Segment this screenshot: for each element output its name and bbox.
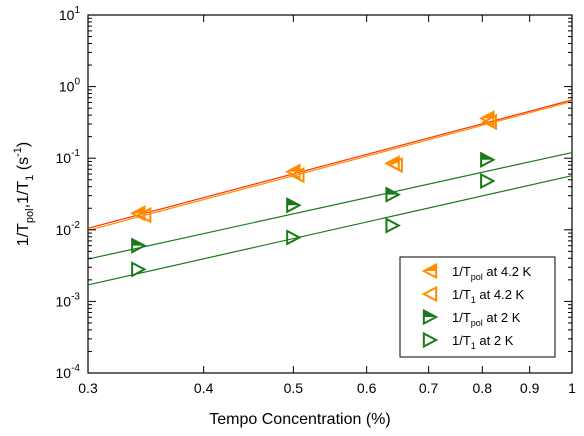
legend-label: 1/Tpol​ at 2 K <box>452 310 521 328</box>
data-point <box>135 207 152 224</box>
y-tick-label: 10-1 <box>56 148 81 166</box>
legend-label-part: at 2 K <box>483 310 521 325</box>
y-axis-title-subscript: 1 <box>24 175 36 181</box>
data-point <box>131 237 147 254</box>
y-tick-exponent: 0 <box>74 77 80 88</box>
data-point <box>387 156 403 174</box>
x-tick-label: 0.6 <box>357 380 377 396</box>
fit-line <box>87 99 573 229</box>
fit-line <box>87 175 573 286</box>
y-axis-title-part: ,1/T <box>15 181 32 209</box>
y-axis-title-part: ) <box>15 142 32 147</box>
x-tick-label: 1 <box>568 380 576 396</box>
y-tick-exponent: -4 <box>71 363 80 374</box>
legend-marker <box>422 331 439 349</box>
data-point <box>481 113 497 131</box>
axis-labels: 0.3 0.4 0.5 0.6 0.7 0.8 0.9 110-410-310-210-110… <box>12 5 576 428</box>
y-axis-title-part: (s <box>15 157 32 175</box>
x-tick-label: 0.3 <box>78 380 98 396</box>
legend-label-subscript: 1 <box>471 295 476 305</box>
y-tick-exponent: 1 <box>74 5 80 16</box>
legend: 1/Tpol​ at 4.2 K 1/T1​ at 4.2 K 1/Tpol​ at… <box>399 256 556 358</box>
x-tick-label: 0.8 <box>473 380 493 396</box>
x-tick-label: 0.7 <box>419 380 439 396</box>
data-point <box>480 172 496 190</box>
legend-label: 1/Tpol​ at 4.2 K <box>452 264 532 282</box>
x-tick-label: 0.5 <box>284 380 304 396</box>
data-point <box>385 186 401 203</box>
x-tick-label: 0.4 <box>194 380 214 396</box>
data-point <box>480 151 496 168</box>
y-tick-label: 10-4 <box>56 363 81 381</box>
data-point <box>286 197 302 214</box>
legend-label-subscript: pol <box>471 318 483 328</box>
y-tick-exponent: -1 <box>71 148 80 159</box>
y-tick-base: 10 <box>56 293 72 309</box>
plot-frame <box>87 14 573 374</box>
y-axis-title-part: 1/T <box>15 223 32 246</box>
fit-line <box>87 100 573 232</box>
markers <box>129 110 497 278</box>
data-point <box>478 110 495 127</box>
y-tick-label: 10-2 <box>56 220 81 238</box>
legend-label-part: at 4.2 K <box>483 264 532 279</box>
plot-frame-group <box>87 14 573 374</box>
legend-box <box>399 256 556 358</box>
y-tick-label: 100 <box>59 77 81 95</box>
axis-ticks <box>87 14 573 374</box>
fit-line <box>87 151 573 260</box>
legend-label-part: 1/T <box>452 264 471 279</box>
y-tick-base: 10 <box>56 222 72 238</box>
legend-marker <box>421 285 438 303</box>
legend-marker <box>422 308 439 326</box>
legend-label-subscript: pol <box>471 272 483 282</box>
data-point <box>385 217 401 234</box>
legend-label-part: 1/T <box>452 310 471 325</box>
legend-label: 1/T1​ at 4.2 K <box>452 287 525 305</box>
legend-label-part: at 4.2 K <box>476 287 525 302</box>
y-axis-title-subscript: pol <box>24 208 36 223</box>
data-point <box>131 261 147 278</box>
data-point <box>129 205 146 222</box>
data-point <box>289 166 305 184</box>
y-tick-exponent: -3 <box>71 291 80 302</box>
y-tick-base: 10 <box>59 7 75 23</box>
legend-marker <box>421 262 438 280</box>
x-tick-label: 0.9 <box>520 380 540 396</box>
y-tick-base: 10 <box>59 79 75 95</box>
y-tick-label: 101 <box>59 5 81 23</box>
y-tick-exponent: -2 <box>71 220 80 231</box>
legend-label-part: at 2 K <box>476 333 514 348</box>
y-tick-base: 10 <box>56 365 72 381</box>
x-axis-title: Tempo Concentration (%) <box>209 411 390 428</box>
legend-label-subscript: 1 <box>471 341 476 351</box>
y-tick-label: 10-3 <box>56 291 81 309</box>
data-point <box>286 229 302 246</box>
y-tick-base: 10 <box>56 150 72 166</box>
legend-label-part: 1/T <box>452 333 471 348</box>
legend-label: 1/T1​ at 2 K <box>452 333 514 351</box>
legend-label-part: 1/T <box>452 287 471 302</box>
y-axis-title: 1/Tpol​,1/T1​ (s-1​) <box>12 142 36 246</box>
y-axis-title-superscript: -1 <box>12 147 24 157</box>
